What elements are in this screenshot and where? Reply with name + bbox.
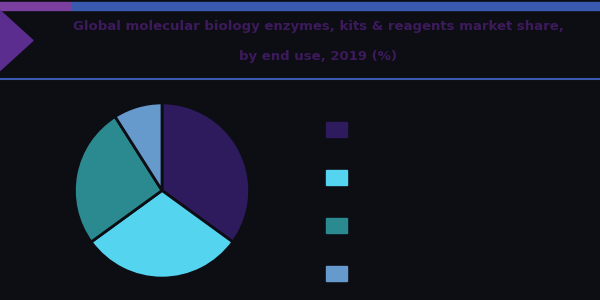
Bar <box>326 218 347 233</box>
Bar <box>326 122 347 137</box>
Text: by end use, 2019 (%): by end use, 2019 (%) <box>239 50 397 63</box>
Wedge shape <box>115 103 162 190</box>
Bar <box>326 266 347 281</box>
Wedge shape <box>74 116 162 242</box>
Wedge shape <box>162 103 250 242</box>
Text: Global molecular biology enzymes, kits & reagents market share,: Global molecular biology enzymes, kits &… <box>73 20 563 33</box>
Bar <box>72 2 600 10</box>
Wedge shape <box>91 190 233 278</box>
Bar <box>326 170 347 185</box>
Polygon shape <box>0 11 33 70</box>
Bar <box>0 2 72 10</box>
